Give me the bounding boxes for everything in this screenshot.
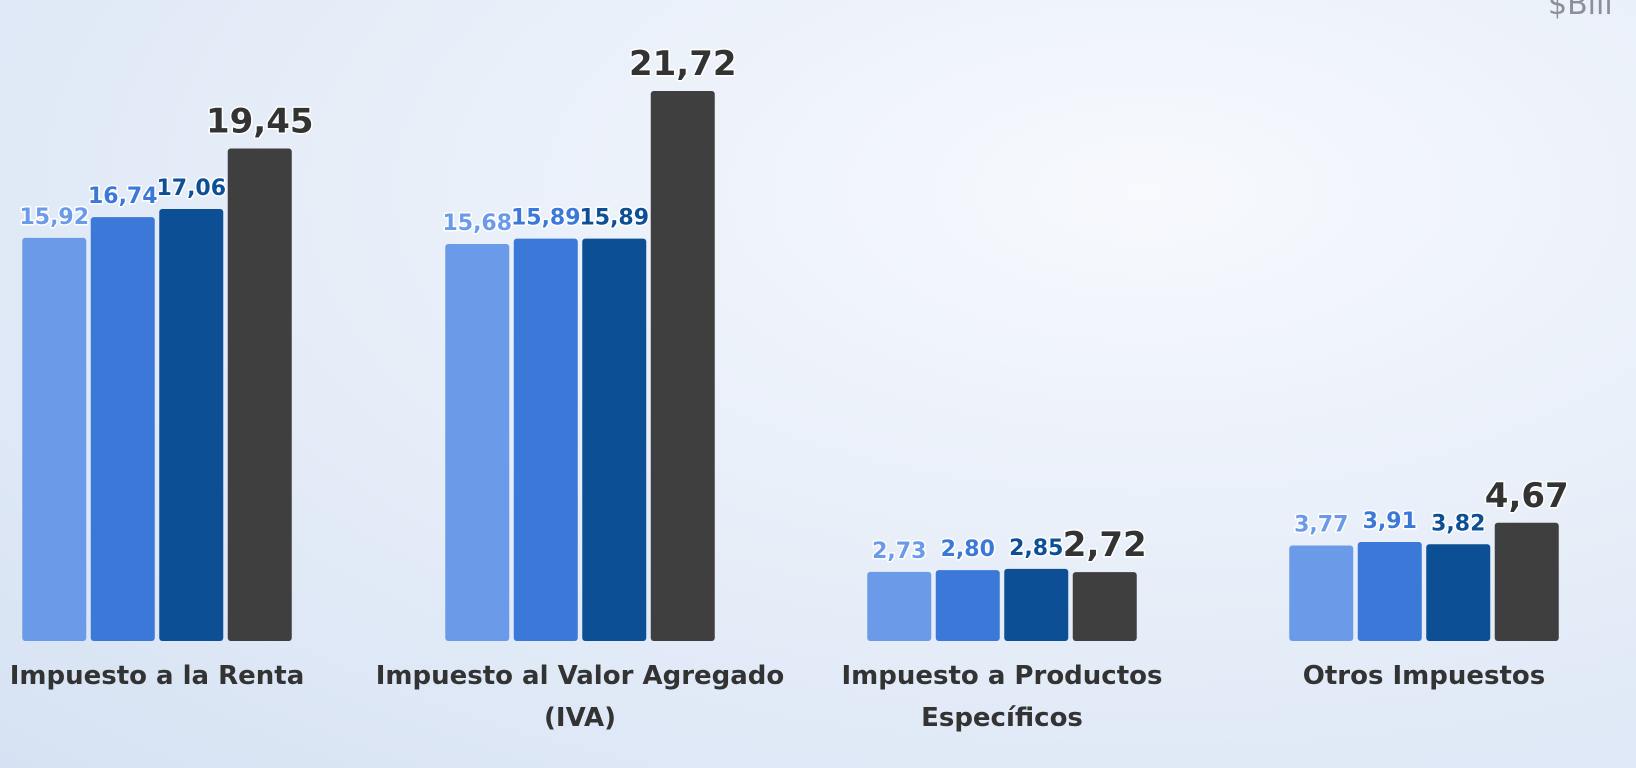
value-label: 2,73: [872, 539, 926, 564]
unit-label: $Bill: [1548, 0, 1613, 22]
bar: [1072, 572, 1137, 641]
x-tick-label: Específicos: [921, 703, 1083, 733]
bar: [1494, 522, 1559, 641]
value-label: 21,72: [629, 44, 737, 84]
value-label: 16,74: [88, 184, 158, 209]
bar: [935, 570, 1000, 641]
bar: [1357, 541, 1422, 641]
value-label: 15,92: [19, 205, 89, 230]
bar: [159, 209, 224, 641]
value-label: 2,72: [1063, 525, 1147, 565]
bar: [227, 148, 292, 641]
value-label: 15,89: [511, 206, 581, 231]
bar: [90, 217, 155, 642]
bar: [1426, 544, 1491, 641]
bar: [650, 91, 715, 641]
x-tick-label: Impuesto a Productos: [842, 661, 1163, 691]
bar: [1004, 568, 1069, 641]
value-label: 3,77: [1294, 513, 1348, 538]
value-label: 19,45: [206, 102, 314, 142]
bar: [445, 243, 510, 641]
x-tick-label: (IVA): [544, 703, 616, 733]
bar: [22, 237, 87, 642]
x-tick-label: Otros Impuestos: [1303, 661, 1546, 691]
value-label: 15,89: [579, 206, 649, 231]
value-label: 2,80: [941, 537, 995, 562]
value-label: 4,67: [1485, 476, 1569, 516]
bar: [867, 571, 932, 641]
value-label: 17,06: [156, 176, 226, 201]
bar: [582, 238, 647, 641]
bar: [513, 238, 578, 641]
bar: [1289, 545, 1354, 641]
value-label: 3,82: [1431, 511, 1485, 536]
value-label: 15,68: [442, 211, 512, 236]
x-tick-label: Impuesto al Valor Agregado: [376, 661, 785, 691]
value-label: 3,91: [1363, 509, 1417, 534]
x-tick-label: Impuesto a la Renta: [10, 661, 305, 691]
value-label: 2,85: [1009, 536, 1063, 561]
